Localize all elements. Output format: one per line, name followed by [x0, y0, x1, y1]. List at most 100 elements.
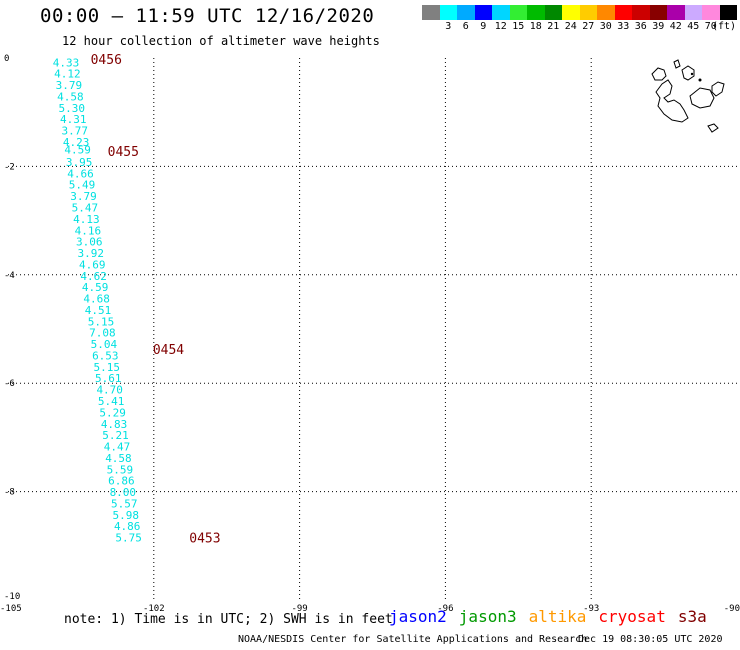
longitude-tick-label: -99: [291, 604, 307, 614]
wave-height-value: 5.57: [111, 497, 138, 510]
wave-height-value: 8.00: [110, 486, 137, 499]
legend-swatch: [719, 5, 737, 20]
wave-height-value: 5.47: [72, 202, 99, 215]
legend-swatch: [632, 5, 650, 20]
credit-line: NOAA/NESDIS Center for Satellite Applica…: [238, 634, 588, 645]
pass-time-labels: 0456 0455 0454 0453: [91, 53, 221, 547]
wave-height-value: 5.15: [94, 361, 121, 374]
latitude-tick-label: -10: [4, 592, 20, 602]
longitude-tick-label: -90: [724, 604, 740, 614]
legend-tick-label: 24: [564, 21, 577, 32]
longitude-tick-label: -105: [0, 604, 22, 614]
legend-swatch: [527, 5, 545, 20]
wave-height-value: 4.59: [82, 281, 109, 294]
wave-height-value: 4.23: [63, 136, 90, 149]
generated-timestamp: Dec 19 08:30:05 UTC 2020: [578, 634, 723, 645]
wave-height-value: 4.51: [85, 304, 112, 317]
legend-tick-label: 42: [669, 21, 682, 32]
island-santiago: [681, 65, 695, 81]
pass-time-label: 0453: [189, 532, 220, 547]
island-fernandina: [651, 67, 667, 81]
legend-swatch: [562, 5, 580, 20]
latitude-tick-label: -2: [4, 162, 15, 172]
wave-height-color-legend: [422, 5, 737, 20]
legend-swatch: [667, 5, 685, 20]
legend-tick-label: 21: [547, 21, 560, 32]
legend-swatch: [439, 5, 457, 20]
wave-height-value: 5.15: [88, 315, 115, 328]
island-espanola: [707, 123, 719, 133]
legend-tick-label: 18: [529, 21, 542, 32]
wave-height-value: 5.75: [115, 532, 142, 545]
legend-swatch: [492, 5, 510, 20]
legend-swatch: [702, 5, 720, 20]
legend-tick-label: 45: [687, 21, 700, 32]
legend-swatch: [684, 5, 702, 20]
longitude-tick-label: -93: [583, 604, 599, 614]
legend-swatch: [614, 5, 632, 20]
wave-height-value: 4.86: [114, 520, 141, 533]
wave-height-value: 5.21: [102, 429, 129, 442]
island-san-cristobal: [711, 81, 725, 97]
wave-height-value: 5.49: [69, 179, 96, 192]
wave-height-value: 5.29: [99, 406, 126, 419]
legend-tick-label: 70: [704, 21, 717, 32]
latitude-tick-label: 0: [4, 54, 9, 64]
legend-swatch: [544, 5, 562, 20]
wave-height-value: 3.79: [70, 190, 97, 203]
island-marchena: [690, 72, 694, 76]
legend-swatch: [579, 5, 597, 20]
pass-time-label: 0456: [91, 53, 122, 68]
wave-height-value: 4.59: [64, 144, 91, 157]
island-genovesa: [698, 78, 702, 82]
legend-tick-label: 30: [599, 21, 612, 32]
legend-swatch: [597, 5, 615, 20]
legend-tick-label: 12: [494, 21, 507, 32]
wave-height-value: 3.92: [77, 247, 104, 260]
wave-height-value: 6.86: [108, 475, 135, 488]
satellite-legend-item: jason2: [389, 607, 447, 626]
wave-height-value: 4.58: [105, 452, 132, 465]
longitude-tick-label: -102: [143, 604, 165, 614]
wave-height-value: 5.41: [98, 395, 125, 408]
satellite-legend-item: s3a: [677, 607, 707, 626]
units-note: note: 1) Time is in UTC; 2) SWH is in fe…: [64, 612, 393, 627]
legend-swatch: [509, 5, 527, 20]
pass-time-label: 0455: [108, 145, 139, 160]
wave-height-value: 3.95: [66, 156, 93, 169]
wave-height-value: 3.77: [61, 125, 88, 138]
wave-height-value: 3.79: [56, 79, 83, 92]
legend-tick-label: 39: [652, 21, 665, 32]
latitude-tick-label: -6: [4, 379, 15, 389]
latitude-tick-label: -4: [4, 271, 15, 281]
satellite-legend-item: cryosat: [598, 607, 666, 626]
latitude-tick-label: -8: [4, 488, 15, 498]
satellite-legend: jason2 jason3 altika cryosat s3a: [389, 607, 719, 626]
page-title: 00:00 – 11:59 UTC 12/16/2020: [40, 5, 375, 27]
wave-height-value: 4.13: [73, 213, 100, 226]
page-subtitle: 12 hour collection of altimeter wave hei…: [62, 34, 380, 48]
wave-height-value: 5.04: [91, 338, 118, 351]
wave-height-value: 4.33: [53, 56, 80, 69]
galapagos-islands: [651, 59, 725, 133]
legend-tick-label: 33: [617, 21, 630, 32]
wave-height-value: 6.53: [92, 349, 119, 362]
wave-height-value: 4.31: [60, 113, 87, 126]
legend-tick-label: 3: [445, 21, 452, 32]
legend-swatch: [474, 5, 492, 20]
graticule: [8, 58, 737, 600]
wave-height-value: 5.59: [107, 463, 133, 476]
wave-height-value: 4.47: [104, 441, 131, 454]
wave-height-value: 3.06: [76, 236, 103, 249]
legend-tick-label: 36: [634, 21, 647, 32]
wave-height-value: 7.08: [89, 327, 116, 340]
legend-tick-label: 15: [512, 21, 525, 32]
wave-height-value: 4.70: [96, 384, 123, 397]
axis-tick-labels: -105 -102 -99 -96 -93 -90 0 -2 -4 -6 -8 -10: [0, 54, 740, 614]
wave-height-value: 5.30: [59, 102, 86, 115]
wave-height-value: 5.98: [112, 509, 138, 522]
legend-tick-label: 27: [582, 21, 595, 32]
legend-swatch: [649, 5, 667, 20]
legend-unit-label: (ft): [712, 21, 737, 32]
